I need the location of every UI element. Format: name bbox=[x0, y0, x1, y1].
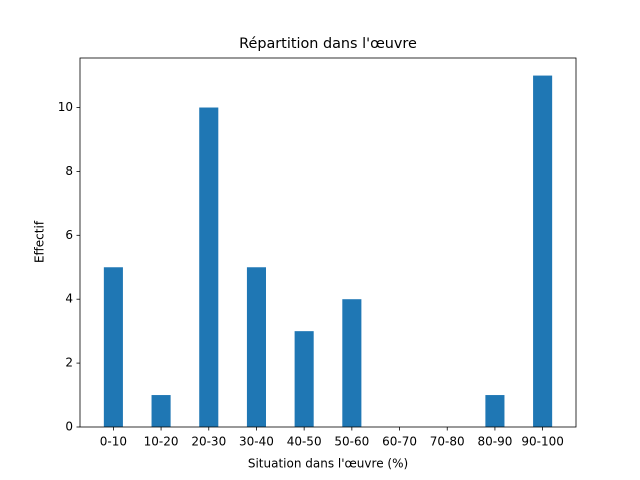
x-tick-label: 70-80 bbox=[430, 435, 465, 449]
x-tick-label: 10-20 bbox=[144, 435, 179, 449]
bar bbox=[103, 267, 123, 427]
x-tick-label: 90-100 bbox=[521, 435, 564, 449]
bar bbox=[485, 395, 505, 427]
x-tick-label: 50-60 bbox=[334, 435, 369, 449]
y-tick-label: 8 bbox=[65, 164, 73, 178]
bar bbox=[533, 75, 553, 428]
bar bbox=[151, 395, 171, 427]
x-tick-label: 40-50 bbox=[287, 435, 322, 449]
x-tick-label: 0-10 bbox=[100, 435, 127, 449]
y-tick-label: 10 bbox=[58, 100, 73, 114]
bar bbox=[342, 299, 362, 427]
chart-title: Répartition dans l'œuvre bbox=[239, 36, 417, 52]
y-tick-label: 2 bbox=[65, 356, 73, 370]
x-tick-label: 80-90 bbox=[477, 435, 512, 449]
bar bbox=[199, 107, 219, 428]
x-tick-label: 30-40 bbox=[239, 435, 274, 449]
y-tick-label: 0 bbox=[65, 420, 73, 434]
y-tick-label: 6 bbox=[65, 228, 73, 242]
x-tick-label: 60-70 bbox=[382, 435, 417, 449]
bar bbox=[294, 331, 314, 427]
y-axis-label: Effectif bbox=[33, 220, 47, 263]
bar bbox=[246, 267, 266, 427]
y-tick-label: 4 bbox=[65, 292, 73, 306]
x-tick-label: 20-30 bbox=[191, 435, 226, 449]
x-axis-label: Situation dans l'œuvre (%) bbox=[248, 457, 408, 471]
plot-frame bbox=[79, 57, 577, 428]
